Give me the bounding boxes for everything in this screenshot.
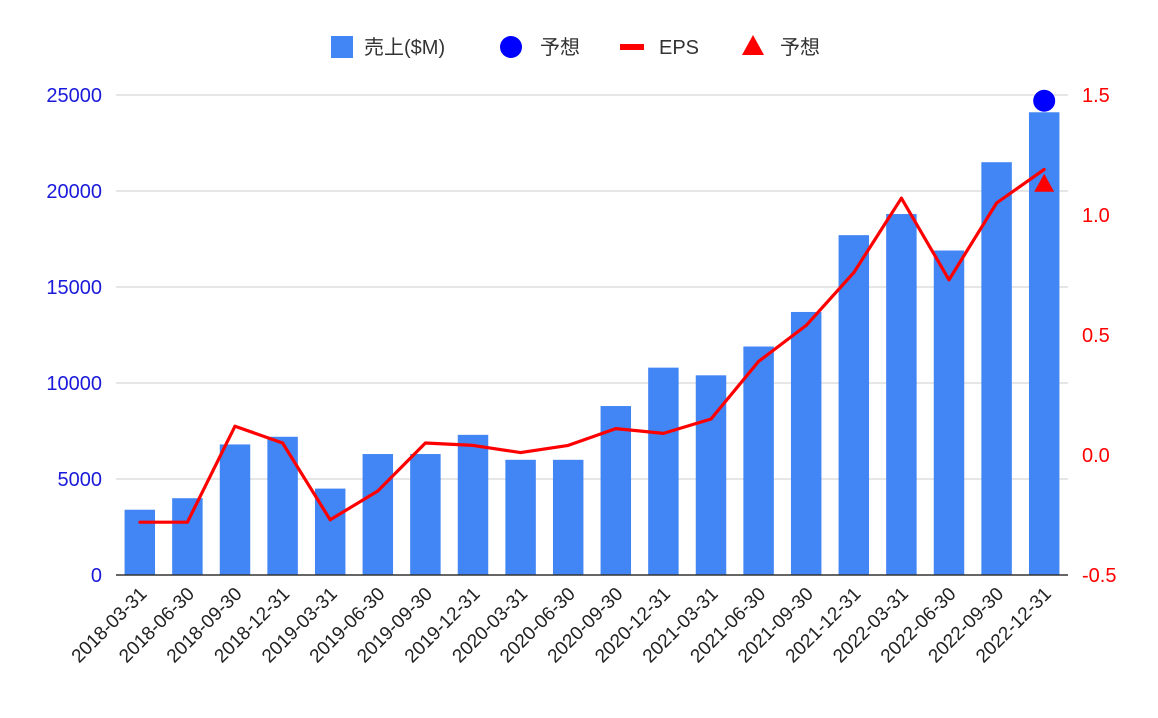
bar-2018-03-31 — [124, 509, 156, 575]
eps-point-2018-09-30 — [233, 424, 237, 428]
bar-2020-09-30 — [600, 406, 632, 575]
eps-point-2020-12-31 — [661, 431, 665, 435]
legend-swatch-revenue-forecast — [500, 36, 522, 58]
bar-2022-03-31 — [886, 214, 917, 576]
revenue-forecast-marker — [1033, 89, 1056, 112]
legend-label-revenue: 売上($M) — [364, 36, 445, 59]
bar-2018-06-30 — [172, 498, 203, 575]
legend-swatch-revenue — [331, 36, 353, 58]
right-tick-label: 1.5 — [1082, 85, 1110, 107]
eps-point-2018-12-31 — [281, 441, 285, 445]
eps-point-2020-09-30 — [614, 427, 618, 431]
right-tick-label: 0.5 — [1082, 325, 1110, 347]
left-tick-label: 10000 — [46, 373, 102, 395]
eps-point-2021-12-31 — [852, 271, 856, 275]
eps-point-2022-03-31 — [899, 196, 903, 200]
eps-point-2019-09-30 — [423, 441, 427, 445]
bar-2018-09-30 — [219, 444, 251, 575]
right-tick-label: 0.0 — [1082, 445, 1110, 467]
lines — [138, 167, 1046, 524]
eps-line — [139, 168, 1046, 524]
eps-point-2022-06-30 — [947, 278, 951, 282]
eps-point-2022-09-30 — [995, 201, 999, 205]
eps-point-2020-06-30 — [566, 443, 570, 447]
eps-point-2019-03-31 — [328, 518, 332, 522]
bar-2021-09-30 — [790, 311, 822, 575]
right-tick-label: -0.5 — [1082, 565, 1116, 587]
left-tick-label: 0 — [91, 565, 102, 587]
left-tick-label: 15000 — [46, 277, 102, 299]
bar-2019-06-30 — [362, 454, 394, 575]
left-tick-label: 5000 — [58, 469, 103, 491]
bar-2019-12-31 — [457, 434, 489, 575]
bar-2022-06-30 — [933, 250, 965, 575]
bar-2021-06-30 — [743, 346, 774, 575]
legend-label-eps-forecast: 予想 — [780, 36, 820, 59]
eps-point-2020-03-31 — [519, 451, 523, 455]
eps-point-2019-06-30 — [376, 489, 380, 493]
grid — [116, 94, 1068, 480]
bar-2020-03-31 — [505, 459, 536, 575]
legend-label-revenue-forecast: 予想 — [540, 36, 580, 59]
eps-point-2018-03-31 — [138, 520, 142, 524]
legend-swatch-eps — [620, 44, 644, 50]
eps-point-2021-03-31 — [709, 417, 713, 421]
markers — [1033, 89, 1056, 192]
bars — [124, 112, 1060, 576]
bar-2022-09-30 — [981, 162, 1012, 575]
bar-2020-06-30 — [552, 459, 584, 575]
eps-point-2019-12-31 — [471, 443, 475, 447]
bar-2019-09-30 — [410, 454, 441, 575]
bar-2020-12-31 — [648, 367, 679, 575]
left-tick-label: 25000 — [46, 85, 102, 107]
eps-forecast-marker — [1034, 173, 1055, 192]
eps-point-2021-06-30 — [757, 359, 761, 363]
eps-point-2022-12-31 — [1042, 167, 1046, 171]
left-tick-label: 20000 — [46, 181, 102, 203]
legend-label-eps: EPS — [659, 37, 699, 59]
eps-point-2021-09-30 — [804, 323, 808, 327]
eps-point-2018-06-30 — [185, 520, 189, 524]
legend-swatch-eps-forecast — [742, 35, 764, 55]
right-tick-label: 1.0 — [1082, 205, 1110, 227]
legend: 売上($M) 予想 EPS 予想 — [331, 35, 820, 59]
bar-2021-12-31 — [838, 235, 870, 575]
